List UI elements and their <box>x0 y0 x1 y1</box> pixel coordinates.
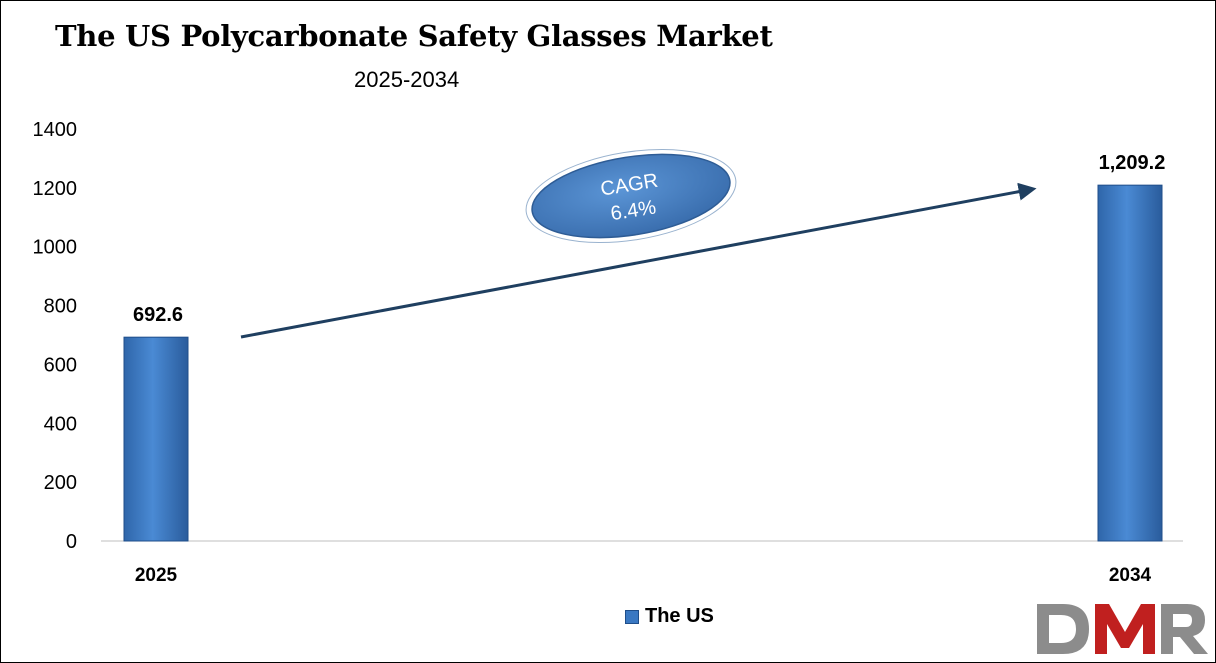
chart-subtitle: 2025-2034 <box>354 67 460 92</box>
x-category-label: 2025 <box>135 565 178 586</box>
y-tick-label: 800 <box>44 296 77 318</box>
y-tick-label: 1200 <box>33 178 78 200</box>
y-axis-ticks: 0 200 400 600 800 1000 1200 1400 <box>33 119 78 553</box>
category-labels: 2025 2034 <box>135 565 1152 586</box>
y-tick-label: 0 <box>66 531 77 553</box>
legend-label: The US <box>645 605 714 627</box>
y-tick-label: 400 <box>44 413 77 435</box>
bars-group <box>123 184 1163 542</box>
y-tick-label: 600 <box>44 354 77 376</box>
y-tick-label: 200 <box>44 472 77 494</box>
chart-title: The US Polycarbonate Safety Glasses Mark… <box>55 19 773 53</box>
legend-swatch <box>625 609 639 624</box>
legend: The US <box>625 605 714 628</box>
x-category-label: 2034 <box>1109 565 1152 586</box>
dmr-logo <box>1037 604 1208 654</box>
bar <box>1097 184 1163 542</box>
y-tick-label: 1000 <box>33 237 78 259</box>
data-labels: 692.6 1,209.2 <box>133 152 1165 326</box>
bar-data-label: 692.6 <box>133 304 183 326</box>
cagr-badge: CAGR 6.4% <box>525 148 737 244</box>
bar <box>123 336 189 542</box>
trend-arrow <box>240 182 1037 339</box>
y-tick-label: 1400 <box>33 119 78 141</box>
bar-data-label: 1,209.2 <box>1099 152 1166 174</box>
